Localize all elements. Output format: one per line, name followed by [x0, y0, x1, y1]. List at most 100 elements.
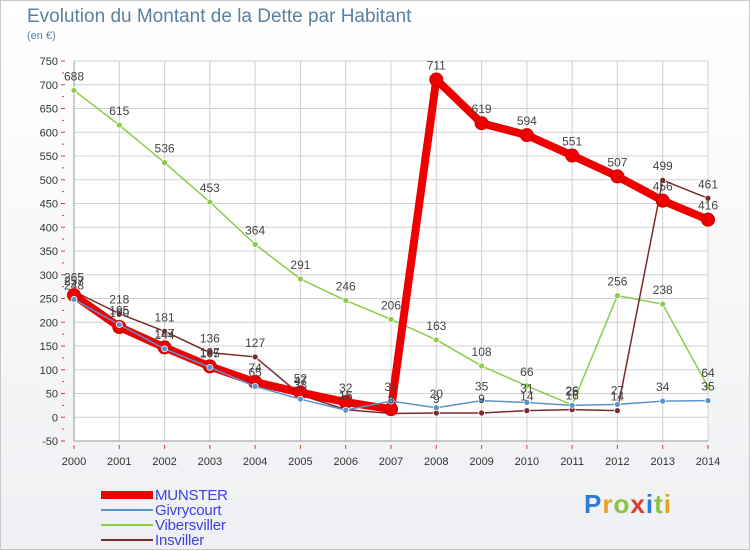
data-label-munster: 711 [427, 59, 446, 73]
data-label-munster: 74 [248, 361, 262, 375]
data-label-munster: 52 [294, 372, 308, 386]
data-point-munster [565, 148, 580, 163]
data-point-givrycourt [342, 406, 350, 414]
data-point-insviller [115, 310, 123, 318]
x-tick-label: 2013 [650, 456, 674, 468]
data-point-givrycourt [206, 363, 214, 371]
data-label-insviller: 265 [64, 270, 84, 284]
y-tick-label: 400 [40, 222, 58, 234]
data-point-givrycourt [432, 404, 440, 412]
x-tick-label: 2009 [469, 456, 493, 468]
data-point-vibersviller [614, 292, 621, 300]
data-point-givrycourt [523, 399, 531, 406]
data-label-munster: 416 [698, 199, 718, 213]
data-label-insviller: 16 [339, 389, 353, 403]
chart-subtitle: (en €) [27, 30, 56, 42]
data-label-givrycourt: 15 [339, 389, 353, 403]
legend-label-givrycourt: Givrycourt [155, 502, 222, 519]
data-label-givrycourt: 34 [384, 380, 398, 394]
data-label-insviller: 8 [388, 392, 395, 406]
x-tick-label: 2010 [515, 456, 539, 468]
data-label-munster: 507 [607, 155, 627, 169]
data-point-givrycourt [614, 401, 621, 408]
data-label-givrycourt: 65 [248, 365, 262, 379]
legend-label-munster: MUNSTER [155, 487, 228, 504]
logo-letter: r [602, 489, 614, 519]
data-label-insviller: 9 [433, 392, 440, 406]
y-tick-label: 350 [40, 246, 58, 258]
data-point-givrycourt [161, 345, 168, 353]
data-label-insviller: 9 [478, 392, 485, 406]
legend-swatch-insviller [101, 539, 153, 541]
data-label-vibersviller: 615 [109, 104, 129, 118]
data-label-givrycourt: 195 [109, 304, 129, 318]
data-point-munster [429, 72, 444, 87]
data-label-munster: 190 [109, 306, 129, 320]
data-label-givrycourt: 38 [294, 378, 308, 392]
data-point-givrycourt [70, 296, 78, 303]
legend-label-insviller: Insviller [155, 532, 205, 549]
data-label-insviller: 461 [698, 177, 718, 191]
data-point-munster [655, 193, 670, 208]
data-label-givrycourt: 20 [430, 387, 444, 401]
data-label-munster: 147 [155, 326, 175, 340]
data-label-vibersviller: 108 [472, 345, 492, 359]
data-label-insviller: 127 [245, 336, 265, 350]
x-tick-label: 2001 [107, 456, 131, 468]
data-label-vibersviller: 206 [381, 298, 401, 312]
data-point-vibersviller [70, 87, 78, 94]
logo-letter: i [645, 489, 655, 519]
data-label-munster: 456 [653, 180, 673, 194]
y-tick-label: 50 [46, 389, 58, 401]
data-label-givrycourt: 144 [155, 328, 175, 342]
data-label-givrycourt: 25 [565, 384, 579, 398]
data-label-givrycourt: 31 [520, 382, 534, 396]
x-tick-label: 2005 [288, 456, 312, 468]
data-point-vibersviller [478, 362, 485, 370]
y-tick-label: -50 [42, 436, 58, 448]
data-point-vibersviller [297, 275, 304, 283]
data-label-insviller: 14 [611, 390, 625, 404]
data-label-munster: 594 [517, 114, 537, 128]
data-point-insviller [478, 409, 485, 417]
data-label-munster: 257 [64, 274, 84, 288]
data-point-vibersviller [206, 198, 214, 206]
logo-letter: x [630, 489, 646, 519]
data-label-vibersviller: 536 [155, 142, 175, 156]
x-tick-label: 2011 [560, 456, 584, 468]
legend-swatch-munster [101, 491, 153, 499]
data-label-vibersviller: 66 [520, 365, 534, 379]
data-label-insviller: 499 [653, 159, 673, 173]
logo-letter: o [613, 489, 631, 519]
x-tick-label: 2002 [152, 456, 176, 468]
legend-swatch-vibersviller [101, 524, 153, 526]
proxiti-logo: Proxiti [584, 489, 672, 520]
data-point-vibersviller [161, 159, 168, 167]
data-point-givrycourt [251, 382, 259, 390]
data-point-munster [519, 128, 534, 143]
data-point-givrycourt [704, 397, 712, 405]
data-label-munster: 551 [562, 135, 582, 149]
data-label-insviller: 218 [109, 293, 129, 307]
data-label-vibersviller: 64 [701, 366, 715, 380]
data-point-insviller [704, 194, 712, 202]
data-label-vibersviller: 291 [290, 258, 310, 272]
y-tick-label: 250 [40, 294, 58, 306]
data-label-givrycourt: 27 [611, 383, 625, 397]
data-point-givrycourt [387, 397, 395, 405]
data-point-insviller [614, 407, 621, 415]
data-point-givrycourt [478, 397, 485, 405]
x-tick-label: 2012 [605, 456, 629, 468]
data-point-insviller [206, 349, 214, 357]
data-point-insviller [161, 327, 168, 335]
data-label-vibersviller: 256 [607, 275, 627, 289]
data-label-vibersviller: 453 [200, 181, 220, 195]
data-label-vibersviller: 688 [64, 69, 84, 83]
x-tick-label: 2007 [379, 456, 403, 468]
data-label-insviller: 181 [155, 310, 175, 324]
y-tick-label: 450 [40, 199, 58, 211]
y-tick-label: 0 [52, 412, 58, 424]
data-point-vibersviller [659, 300, 667, 308]
y-tick-label: 200 [40, 317, 58, 329]
